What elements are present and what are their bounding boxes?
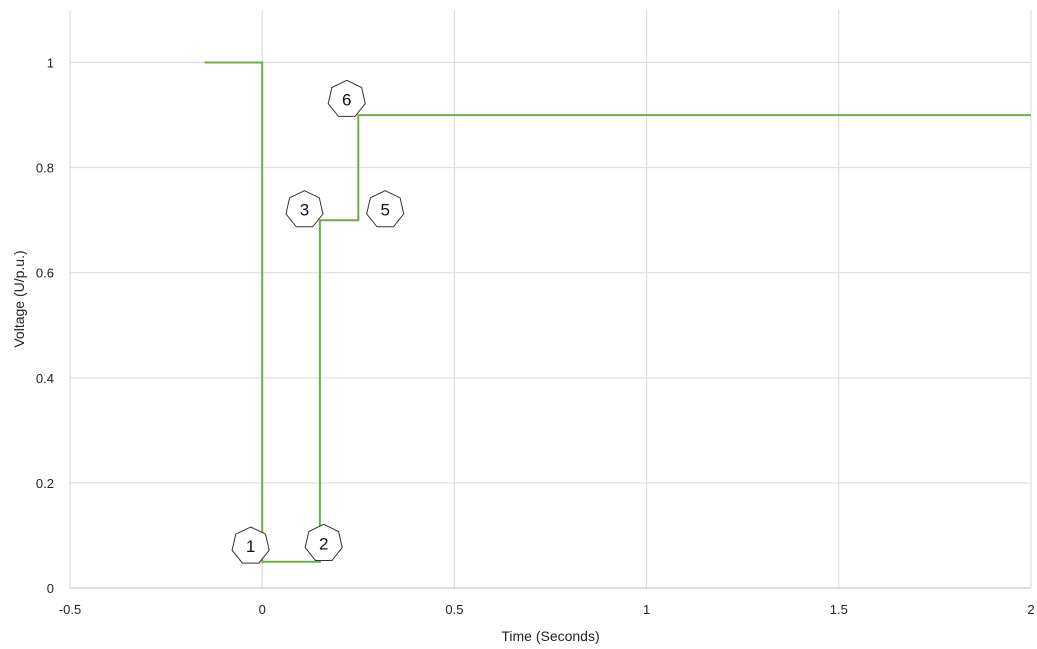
heptagon-shape bbox=[231, 526, 270, 564]
heptagon-shape bbox=[285, 190, 324, 228]
marker-5: 5 bbox=[366, 190, 405, 228]
gridlines bbox=[69, 10, 1032, 589]
marker-3: 3 bbox=[285, 190, 324, 228]
x-tick-label: -0.5 bbox=[59, 602, 81, 617]
y-tick-label: 0.6 bbox=[36, 266, 54, 281]
x-axis-ticks: -0.5 0 0.5 1 1.5 2 bbox=[59, 602, 1035, 617]
x-tick-label: 1 bbox=[643, 602, 650, 617]
heptagon-shape bbox=[327, 79, 366, 117]
y-tick-label: 0.4 bbox=[36, 371, 54, 386]
marker-label: 2 bbox=[319, 534, 328, 553]
x-tick-label: 0.5 bbox=[445, 602, 463, 617]
x-tick-label: 1.5 bbox=[830, 602, 848, 617]
marker-6: 6 bbox=[327, 79, 366, 117]
y-tick-label: 1 bbox=[47, 56, 54, 71]
y-axis-ticks: 0 0.2 0.4 0.6 0.8 1 bbox=[36, 56, 54, 596]
series-layer bbox=[204, 61, 1031, 563]
marker-1: 1 bbox=[231, 526, 270, 564]
annotation-markers: 1 2 3 5 6 bbox=[231, 79, 405, 564]
marker-2: 2 bbox=[304, 523, 343, 561]
y-tick-label: 0.8 bbox=[36, 161, 54, 176]
marker-label: 6 bbox=[342, 90, 351, 109]
x-tick-label: 2 bbox=[1027, 602, 1034, 617]
y-tick-label: 0 bbox=[47, 581, 54, 596]
x-axis-title: Time (Seconds) bbox=[501, 628, 599, 644]
series-line bbox=[204, 61, 1031, 563]
marker-label: 5 bbox=[380, 201, 389, 220]
x-tick-label: 0 bbox=[259, 602, 266, 617]
marker-label: 3 bbox=[300, 201, 309, 220]
marker-label: 1 bbox=[246, 537, 255, 556]
y-axis-title: Voltage (U/p.u.) bbox=[11, 250, 27, 347]
heptagon-shape bbox=[304, 523, 343, 561]
y-tick-label: 0.2 bbox=[36, 476, 54, 491]
heptagon-shape bbox=[366, 190, 405, 228]
